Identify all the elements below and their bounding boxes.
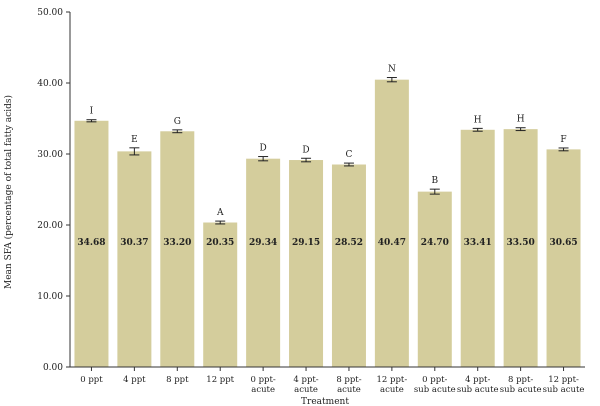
y-axis-title: Mean SFA (percentage of total fatty acid… bbox=[3, 95, 14, 289]
significance-letter: C bbox=[346, 150, 353, 160]
bar bbox=[374, 79, 409, 368]
x-tick-label: sub acute bbox=[457, 385, 499, 395]
x-tick-label: sub acute bbox=[543, 385, 585, 395]
error-bar bbox=[258, 156, 269, 162]
bar bbox=[117, 151, 152, 367]
x-tick-label: 0 ppt bbox=[80, 375, 103, 385]
bar bbox=[74, 120, 109, 367]
bar bbox=[503, 129, 538, 367]
data-label: 30.65 bbox=[549, 238, 577, 248]
error-bar bbox=[86, 119, 97, 123]
bar bbox=[246, 158, 281, 367]
x-tick-label: sub acute bbox=[414, 385, 456, 395]
y-tick-label: 40.00 bbox=[37, 79, 63, 89]
x-tick-label: 0 ppt- bbox=[422, 375, 447, 385]
significance-letter: I bbox=[90, 107, 94, 117]
significance-letter: H bbox=[517, 115, 525, 125]
x-tick-label: 4 ppt- bbox=[293, 375, 318, 385]
bar bbox=[289, 160, 324, 367]
error-bar bbox=[386, 77, 397, 83]
significance-letter: D bbox=[302, 145, 309, 155]
bar bbox=[460, 129, 495, 367]
error-bar bbox=[172, 129, 183, 134]
x-tick-label: 12 ppt- bbox=[377, 375, 408, 385]
x-tick-label: 0 ppt- bbox=[250, 375, 275, 385]
x-axis-title: Treatment bbox=[301, 397, 349, 406]
error-bar bbox=[515, 127, 526, 132]
data-label: 20.35 bbox=[206, 238, 234, 248]
x-tick-label: acute bbox=[337, 385, 361, 395]
data-label: 28.52 bbox=[335, 238, 363, 248]
significance-letter: A bbox=[216, 208, 224, 218]
x-tick-label: sub acute bbox=[500, 385, 542, 395]
x-tick-label: acute bbox=[251, 385, 275, 395]
data-label: 33.20 bbox=[163, 238, 191, 248]
data-label: 29.15 bbox=[292, 238, 320, 248]
bars: I 34.68 E 30.37 G 33.20 A 20.35 D 29.34 D 29.15 C 28.… bbox=[74, 65, 581, 368]
bar bbox=[331, 164, 366, 367]
error-bar bbox=[429, 188, 440, 195]
x-tick-label: 4 ppt bbox=[123, 375, 146, 385]
significance-letter: H bbox=[474, 115, 482, 125]
significance-letter: G bbox=[174, 117, 181, 127]
significance-letter: F bbox=[560, 135, 566, 145]
error-bar bbox=[343, 162, 354, 167]
bar bbox=[160, 131, 195, 367]
error-bar bbox=[301, 157, 312, 163]
data-label: 33.50 bbox=[507, 238, 535, 248]
data-label: 30.37 bbox=[120, 238, 148, 248]
significance-letter: N bbox=[388, 65, 396, 75]
error-bar bbox=[472, 127, 483, 132]
error-bar bbox=[129, 147, 140, 156]
x-tick-label: 8 ppt bbox=[166, 375, 189, 385]
error-bar bbox=[558, 147, 569, 152]
data-label: 40.47 bbox=[378, 238, 406, 248]
bar bbox=[203, 222, 238, 367]
y-tick-label: 30.00 bbox=[37, 150, 63, 160]
x-tick-label: 12 ppt bbox=[206, 375, 234, 385]
data-label: 29.34 bbox=[249, 238, 277, 248]
error-bar bbox=[215, 220, 226, 225]
y-axis: 0.00 10.00 20.00 30.00 40.00 50.00 bbox=[37, 8, 71, 373]
data-label: 24.70 bbox=[421, 238, 449, 248]
bar bbox=[417, 191, 452, 367]
y-tick-label: 50.00 bbox=[37, 8, 63, 18]
y-tick-label: 20.00 bbox=[37, 221, 63, 231]
x-tick-label: 12 ppt- bbox=[548, 375, 579, 385]
y-tick-label: 10.00 bbox=[37, 292, 63, 302]
x-tick-label: 8 ppt- bbox=[336, 375, 361, 385]
data-label: 34.68 bbox=[77, 238, 105, 248]
significance-letter: E bbox=[131, 135, 138, 145]
data-label: 33.41 bbox=[464, 238, 492, 248]
x-tick-label: 4 ppt- bbox=[465, 375, 490, 385]
x-tick-label: acute bbox=[380, 385, 404, 395]
bar bbox=[546, 149, 581, 367]
y-tick-label: 0.00 bbox=[43, 363, 63, 373]
significance-letter: B bbox=[431, 176, 438, 186]
x-tick-label: 8 ppt- bbox=[508, 375, 533, 385]
significance-letter: D bbox=[260, 144, 267, 154]
x-tick-label: acute bbox=[294, 385, 318, 395]
